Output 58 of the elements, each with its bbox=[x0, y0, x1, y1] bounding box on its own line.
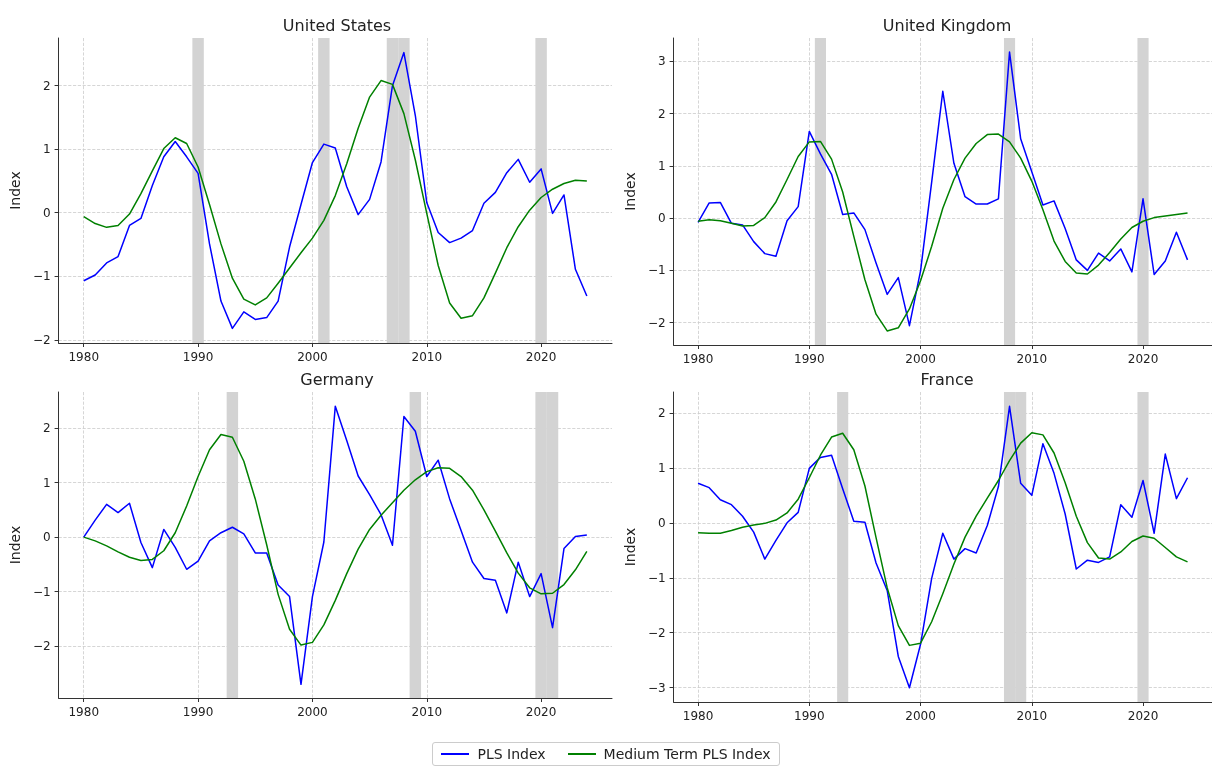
y-tick-label: 0 bbox=[42, 530, 51, 545]
legend-label: PLS Index bbox=[477, 746, 546, 762]
y-tick-label: 1 bbox=[657, 460, 666, 475]
line-series bbox=[82, 433, 588, 646]
line-series bbox=[697, 133, 1189, 332]
x-tick-label: 2000 bbox=[905, 352, 936, 366]
x-tick-label: 2000 bbox=[297, 705, 328, 719]
x-tick-label: 2010 bbox=[1016, 709, 1048, 723]
line-series bbox=[82, 405, 588, 686]
x-tick-label: 1990 bbox=[182, 705, 214, 719]
chart-title: Germany bbox=[300, 369, 374, 389]
x-tick-label: 2000 bbox=[297, 350, 328, 364]
y-tick-label: 2 bbox=[42, 421, 51, 435]
x-tick-label: 2000 bbox=[905, 709, 936, 723]
legend-label: Medium Term PLS Index bbox=[603, 746, 771, 762]
line-series bbox=[697, 51, 1189, 327]
y-axis-title: Index bbox=[7, 171, 23, 210]
y-tick-label: 0 bbox=[42, 205, 51, 220]
x-tick-label: 1980 bbox=[682, 709, 714, 723]
y-tick-label: 2 bbox=[657, 106, 666, 121]
x-tick-label: 2020 bbox=[525, 705, 557, 719]
y-tick-label: −2 bbox=[647, 625, 666, 640]
y-tick-label: 1 bbox=[42, 142, 51, 157]
y-tick-label: 2 bbox=[657, 405, 666, 420]
x-tick-label: 1980 bbox=[68, 705, 100, 719]
chart-title: France bbox=[920, 369, 974, 389]
x-tick-label: 2020 bbox=[1127, 352, 1159, 366]
x-tick-label: 2010 bbox=[411, 705, 443, 719]
x-tick-label: 2020 bbox=[525, 350, 557, 364]
y-tick-label: −2 bbox=[32, 332, 51, 347]
y-axis-title: Index bbox=[622, 172, 638, 211]
y-tick-label: 0 bbox=[657, 211, 666, 226]
y-tick-label: 1 bbox=[42, 475, 51, 490]
x-tick-label: 1990 bbox=[794, 709, 825, 723]
x-tick-label: 1990 bbox=[182, 350, 214, 364]
x-tick-label: 1980 bbox=[682, 352, 714, 366]
x-tick-label: 1980 bbox=[68, 350, 100, 364]
x-tick-label: 1990 bbox=[794, 352, 825, 366]
y-tick-label: −1 bbox=[647, 570, 666, 585]
y-tick-label: 0 bbox=[657, 515, 666, 530]
y-tick-label: −1 bbox=[32, 269, 51, 284]
y-tick-label: −1 bbox=[647, 263, 666, 278]
x-tick-label: 2020 bbox=[1127, 709, 1159, 723]
y-tick-label: 1 bbox=[657, 158, 666, 173]
y-tick-label: −1 bbox=[32, 584, 51, 599]
line-series bbox=[697, 431, 1189, 647]
chart-title: United States bbox=[282, 15, 392, 35]
y-axis-title: Index bbox=[7, 525, 23, 565]
x-tick-label: 2010 bbox=[411, 350, 443, 364]
y-tick-label: 2 bbox=[42, 78, 51, 93]
y-axis-title: Index bbox=[622, 527, 638, 567]
y-tick-label: −2 bbox=[647, 315, 666, 330]
x-tick-label: 2010 bbox=[1016, 352, 1048, 366]
y-tick-label: 3 bbox=[657, 54, 666, 69]
line-series bbox=[697, 405, 1189, 689]
y-tick-label: −3 bbox=[647, 680, 666, 695]
chart-title: United Kingdom bbox=[882, 15, 1012, 35]
y-tick-label: −2 bbox=[32, 639, 51, 654]
